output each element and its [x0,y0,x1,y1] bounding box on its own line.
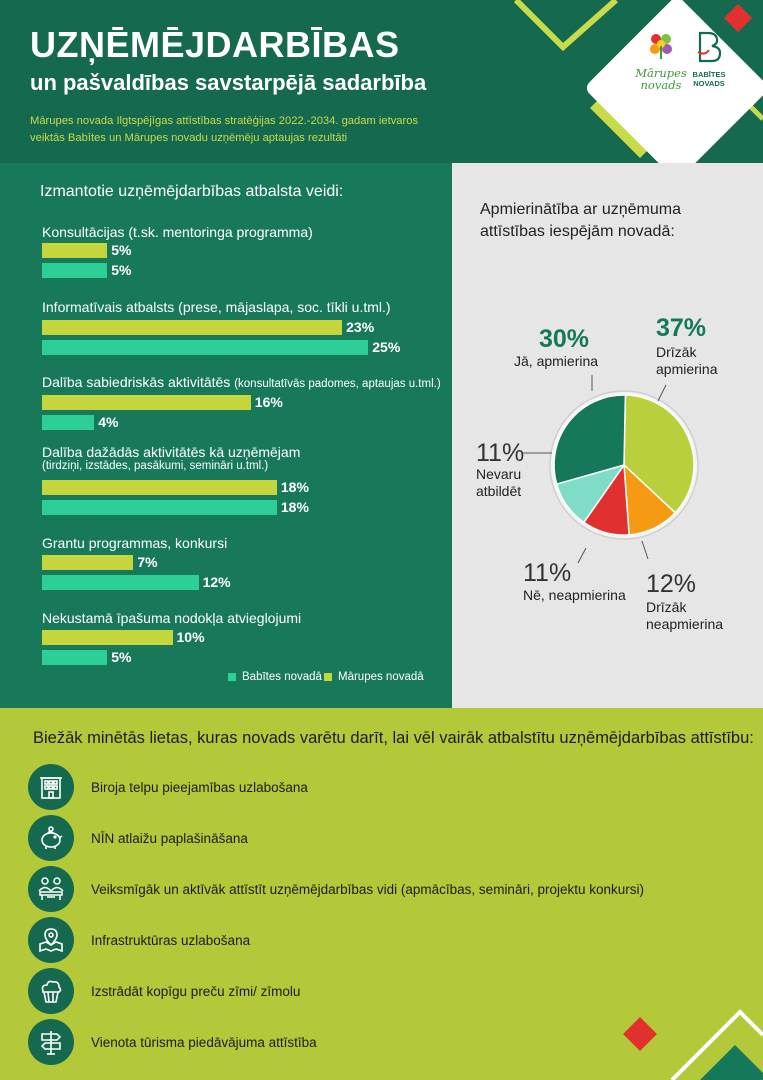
pie-pct-nevaru: 11% [476,439,525,467]
legend-swatch [228,673,236,681]
cupcake-icon [28,968,74,1014]
bar-marupes [42,555,134,570]
bar-marupes [42,480,277,495]
pie-chart-title: Apmierinātība ar uzņēmuma attīstības ies… [480,201,681,240]
category-label: Dalība dažādās aktivitātēs kā uzņēmējam [42,444,301,460]
pie-pct-drizak-apmierina: 37% [656,314,707,342]
bar-value-label: 12% [202,574,231,590]
bar-marupes [42,630,173,645]
bar-value-label: 23% [346,319,375,335]
pie-pct-ne: 11% [523,559,572,587]
category-label: Konsultācijas (t.sk. mentoringa programm… [42,224,313,240]
pie-slice [553,394,627,485]
bar-value-label: 5% [111,649,132,665]
bar-value-label: 5% [111,242,132,258]
list-item: NĪN atlaižu paplašināšana [28,815,248,861]
list-item: Biroja telpu pieejamības uzlabošana [28,764,308,810]
legend-item-marupes: Mārupes novadā [324,671,424,683]
pie-leader-line [577,547,587,564]
intro-text: Mārupes novada Ilgtspējīgas attīstības s… [30,115,419,144]
header: Mārupes novads BABĪTES NOVADS UZŅĒMĒJDAR… [0,0,763,163]
bar-babites [42,650,108,665]
category-note: (tirdziņi, izstādes, pasākumi, semināri … [42,460,269,472]
signpost-icon [28,1019,74,1065]
bar-babites [42,500,277,515]
legend-swatch [324,673,332,681]
bar-value-label: 5% [111,262,132,278]
bar-value-label: 16% [254,394,283,410]
category-label: Dalība sabiedriskās aktivitātēs (konsult… [42,374,441,390]
bar-marupes [42,395,251,410]
corner-decoration [623,1009,763,1080]
bar-value-label: 7% [137,554,158,570]
pie-label-ne: Nē, neapmierina [523,587,626,603]
pie-label-drizak-neapmierina: Drīzāk neapmierina [646,599,724,632]
category-label: Informatīvais atbalsts (prese, mājaslapa… [42,299,391,315]
page-title: UZŅĒMĒJDARBĪBAS [30,24,400,65]
bar-babites [42,415,95,430]
list-item: Infrastruktūras uzlabošana [28,917,250,963]
pie-leader-line [657,384,667,402]
bar-chart-title: Izmantotie uzņēmējdarbības atbalsta veid… [40,183,344,200]
legend-item-babites: Babītes novadā [228,671,322,683]
bar-babites [42,340,369,355]
babites-b-icon [697,31,722,63]
list-item: Veiksmīgāk un aktīvāk attīstīt uzņēmējda… [28,866,644,912]
bar-value-label: 4% [98,414,119,430]
people-seminar-icon [28,866,74,912]
pie-pct-drizak-neapmierina: 12% [646,570,697,598]
bar-babites [42,575,199,590]
bar-value-label: 10% [176,629,205,645]
bar-marupes [42,320,343,335]
marupes-logo: Mārupes novads [626,30,696,91]
office-building-icon [28,764,74,810]
pie-leader-line [641,540,649,560]
bar-babites [42,263,108,278]
pie-label-nevaru: Nevaru atbildēt [476,466,522,499]
list-item: Vienota tūrisma piedāvājuma attīstība [28,1019,317,1065]
bar-value-label: 18% [280,499,309,515]
pie-slice [623,394,695,514]
pie-label-ja: Jā, apmierina [514,353,599,369]
babites-logo: BABĪTES NOVADS [688,30,730,88]
pie-label-drizak-apmierina: Drīzāk apmierina [656,344,718,377]
bar-value-label: 25% [372,339,401,355]
bar-marupes [42,243,108,258]
map-pin-icon [28,917,74,963]
pie-pct-ja: 30% [539,325,590,353]
piggy-bank-icon [28,815,74,861]
page-subtitle: un pašvaldības savstarpējā sadarbība [30,70,427,95]
category-label: Nekustamā īpašuma nodokļa atvieglojumi [42,610,302,626]
support-types-panel: Izmantotie uzņēmējdarbības atbalsta veid… [0,163,452,708]
pie-chart [522,375,699,564]
category-label: Grantu programmas, konkursi [42,535,228,551]
marupes-flower-icon [650,34,672,59]
suggestions-title: Biežāk minētās lietas, kuras novads varē… [33,729,754,747]
list-item: Izstrādāt kopīgu preču zīmi/ zīmolu [28,968,300,1014]
satisfaction-panel: Apmierinātība ar uzņēmuma attīstības ies… [452,163,763,708]
bar-value-label: 18% [280,479,309,495]
